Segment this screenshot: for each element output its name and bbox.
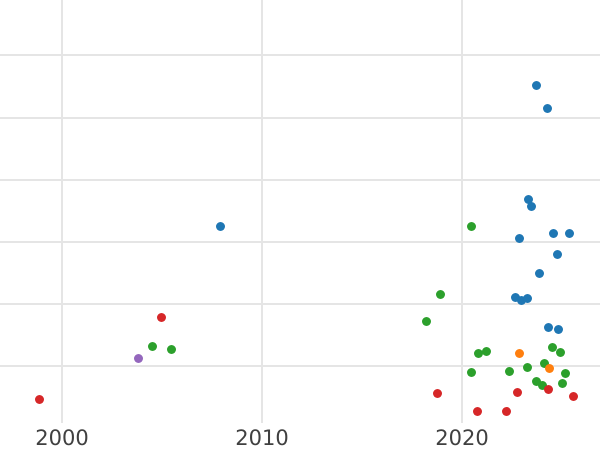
data-point-red-series — [34, 394, 44, 404]
data-point-blue-series — [514, 233, 524, 243]
x-tick-label: 2010 — [235, 426, 289, 450]
data-point-blue-series — [543, 322, 553, 332]
data-point-blue-series — [522, 293, 532, 303]
data-point-blue-series — [526, 201, 536, 211]
data-point-green-series — [539, 358, 549, 368]
data-point-purple-series — [133, 353, 143, 363]
data-point-red-series — [432, 388, 442, 398]
data-point-red-series — [501, 406, 511, 416]
data-point-green-series — [466, 367, 476, 377]
data-point-red-series — [568, 391, 578, 401]
x-tick-label: 2020 — [435, 426, 489, 450]
gridline-vertical — [461, 0, 463, 423]
data-point-blue-series — [510, 292, 520, 302]
data-point-green-series — [547, 342, 557, 352]
data-point-green-series — [560, 368, 570, 378]
data-point-green-series — [481, 346, 491, 356]
data-point-blue-series — [564, 228, 574, 238]
gridline-horizontal — [0, 179, 600, 181]
data-point-blue-series — [516, 295, 526, 305]
gridline-vertical — [261, 0, 263, 423]
gridline-vertical — [61, 0, 63, 423]
data-point-blue-series — [534, 268, 544, 278]
data-point-red-series — [472, 406, 482, 416]
data-point-blue-series — [548, 228, 558, 238]
data-point-orange-series — [544, 363, 554, 373]
data-point-green-series — [421, 316, 431, 326]
data-point-blue-series — [542, 103, 552, 113]
data-point-green-series — [504, 366, 514, 376]
data-point-red-series — [543, 384, 553, 394]
data-point-green-series — [522, 362, 532, 372]
data-point-green-series — [531, 376, 541, 386]
data-point-green-series — [557, 378, 567, 388]
data-point-blue-series — [215, 221, 225, 231]
data-point-green-series — [473, 348, 483, 358]
data-point-green-series — [537, 380, 547, 390]
gridline-horizontal — [0, 241, 600, 243]
data-point-green-series — [147, 341, 157, 351]
data-point-red-series — [512, 387, 522, 397]
gridline-horizontal — [0, 117, 600, 119]
data-point-orange-series — [514, 348, 524, 358]
data-point-green-series — [435, 289, 445, 299]
data-point-green-series — [466, 221, 476, 231]
data-point-blue-series — [552, 249, 562, 259]
data-point-blue-series — [531, 80, 541, 90]
gridline-horizontal — [0, 54, 600, 56]
gridline-horizontal — [0, 303, 600, 305]
gridline-horizontal — [0, 365, 600, 367]
data-point-green-series — [166, 344, 176, 354]
x-tick-label: 2000 — [35, 426, 89, 450]
data-point-green-series — [555, 347, 565, 357]
data-point-blue-series — [553, 324, 563, 334]
data-point-red-series — [156, 312, 166, 322]
data-point-blue-series — [523, 194, 533, 204]
